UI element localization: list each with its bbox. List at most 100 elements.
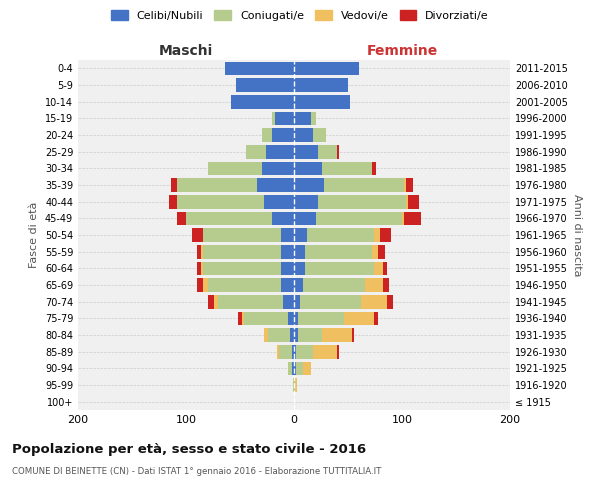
Bar: [197, 245, 201, 258]
Bar: [318, 145, 337, 158]
Bar: [247, 145, 266, 158]
Bar: [387, 295, 394, 308]
Bar: [283, 295, 294, 308]
Bar: [294, 212, 316, 225]
Bar: [372, 162, 376, 175]
Bar: [262, 128, 272, 142]
Bar: [372, 245, 378, 258]
Bar: [208, 162, 262, 175]
Bar: [236, 78, 294, 92]
Bar: [380, 228, 391, 242]
Bar: [294, 178, 324, 192]
Bar: [294, 245, 305, 258]
Bar: [193, 228, 203, 242]
Bar: [302, 362, 311, 375]
Bar: [337, 145, 340, 158]
Bar: [322, 162, 372, 175]
Bar: [311, 112, 316, 125]
Bar: [294, 378, 295, 392]
Bar: [201, 245, 203, 258]
Bar: [294, 362, 296, 375]
Bar: [402, 212, 404, 225]
Bar: [264, 195, 294, 208]
Bar: [203, 228, 281, 242]
Bar: [294, 345, 296, 358]
Bar: [316, 212, 402, 225]
Bar: [203, 245, 281, 258]
Bar: [292, 345, 294, 358]
Bar: [208, 278, 281, 292]
Bar: [201, 262, 203, 275]
Bar: [294, 112, 311, 125]
Bar: [404, 212, 421, 225]
Bar: [294, 195, 318, 208]
Bar: [262, 162, 294, 175]
Bar: [281, 262, 294, 275]
Bar: [232, 95, 294, 108]
Bar: [352, 328, 355, 342]
Bar: [294, 62, 359, 75]
Bar: [171, 178, 178, 192]
Bar: [266, 145, 294, 158]
Bar: [294, 262, 305, 275]
Bar: [344, 312, 374, 325]
Bar: [238, 312, 242, 325]
Bar: [178, 212, 186, 225]
Bar: [169, 195, 178, 208]
Bar: [313, 128, 326, 142]
Bar: [272, 112, 275, 125]
Bar: [294, 312, 298, 325]
Y-axis label: Anni di nascita: Anni di nascita: [572, 194, 581, 276]
Bar: [305, 245, 372, 258]
Bar: [203, 262, 281, 275]
Bar: [264, 328, 268, 342]
Bar: [244, 312, 287, 325]
Bar: [296, 362, 302, 375]
Bar: [361, 295, 387, 308]
Bar: [294, 328, 298, 342]
Bar: [294, 95, 350, 108]
Bar: [275, 112, 294, 125]
Bar: [298, 312, 344, 325]
Bar: [268, 328, 290, 342]
Bar: [409, 195, 419, 208]
Bar: [318, 195, 406, 208]
Bar: [242, 312, 244, 325]
Bar: [294, 128, 313, 142]
Bar: [281, 245, 294, 258]
Bar: [374, 262, 383, 275]
Bar: [296, 345, 313, 358]
Bar: [404, 178, 406, 192]
Bar: [294, 145, 318, 158]
Bar: [383, 278, 389, 292]
Bar: [281, 228, 294, 242]
Bar: [272, 212, 294, 225]
Bar: [178, 195, 264, 208]
Bar: [287, 362, 292, 375]
Bar: [294, 278, 302, 292]
Bar: [294, 228, 307, 242]
Bar: [406, 178, 413, 192]
Bar: [208, 295, 214, 308]
Bar: [294, 295, 301, 308]
Bar: [302, 278, 365, 292]
Bar: [186, 212, 272, 225]
Bar: [337, 345, 340, 358]
Text: Maschi: Maschi: [159, 44, 213, 58]
Bar: [298, 328, 322, 342]
Bar: [279, 345, 292, 358]
Bar: [305, 262, 374, 275]
Bar: [294, 78, 348, 92]
Y-axis label: Fasce di età: Fasce di età: [29, 202, 39, 268]
Bar: [324, 178, 404, 192]
Bar: [281, 278, 294, 292]
Bar: [301, 295, 361, 308]
Bar: [277, 345, 279, 358]
Bar: [307, 228, 374, 242]
Bar: [383, 262, 387, 275]
Bar: [287, 312, 294, 325]
Bar: [294, 162, 322, 175]
Bar: [197, 278, 203, 292]
Bar: [178, 178, 257, 192]
Bar: [378, 245, 385, 258]
